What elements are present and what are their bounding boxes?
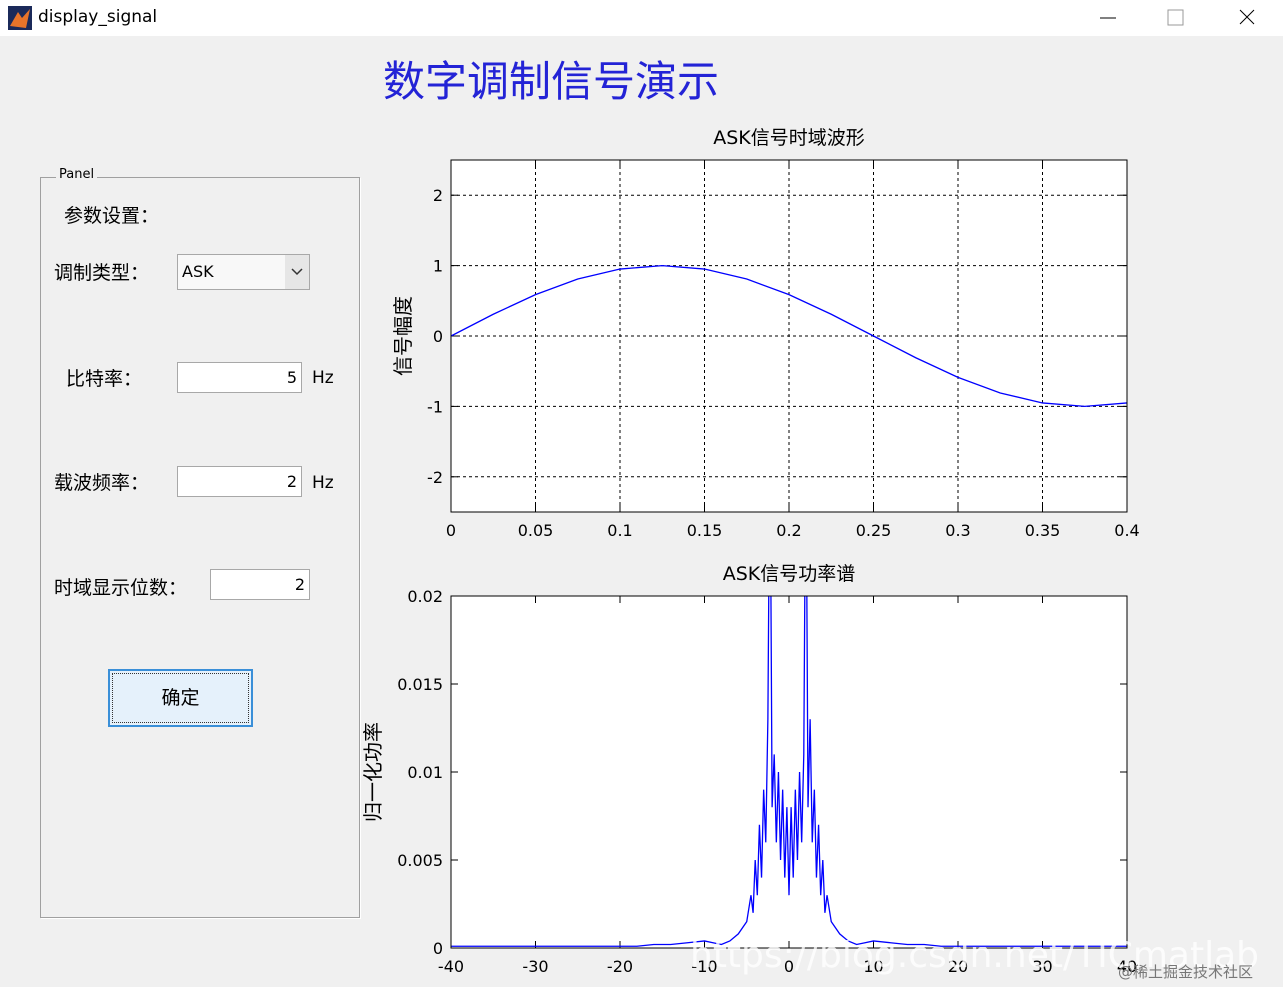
x-tick-label: -10: [691, 957, 717, 976]
series-group: [451, 264, 1127, 408]
y-tick-label: -2: [427, 468, 443, 487]
x-tick-label: 0.15: [687, 521, 723, 540]
y-tick-label: -1: [427, 397, 443, 416]
x-tick-label: 0: [784, 957, 794, 976]
x-tick-label: 10: [863, 957, 883, 976]
x-tick-label: 40: [1117, 957, 1137, 976]
chart-title: ASK信号时域波形: [713, 127, 865, 149]
panel-title: Panel: [56, 167, 98, 182]
title-bar: [0, 0, 1283, 36]
maximize-button[interactable]: [1167, 9, 1184, 26]
dropdown-arrow[interactable]: [285, 255, 309, 289]
bits-input[interactable]: 2: [210, 569, 310, 600]
panel-heading: 参数设置：: [64, 205, 160, 227]
y-tick-label: 0: [433, 939, 443, 958]
bitrate-input[interactable]: 5: [177, 362, 302, 393]
y-tick-label: 0: [433, 327, 443, 346]
y-axis-label: 信号幅度: [391, 296, 415, 376]
y-tick-label: 0.005: [397, 851, 443, 870]
field-label: 时域显示位数：: [54, 577, 188, 599]
y-tick-label: 0.02: [407, 587, 443, 606]
unit-label: Hz: [312, 473, 334, 493]
x-tick-label: 0: [446, 521, 456, 540]
x-tick-label: 0.1: [607, 521, 632, 540]
unit-label: Hz: [312, 368, 334, 388]
window-controls[interactable]: [1090, 6, 1270, 30]
x-tick-label: 0.2: [776, 521, 801, 540]
x-tick-label: 0.05: [518, 521, 554, 540]
field-label: 调制类型：: [54, 262, 150, 284]
axes-frame: [450, 159, 1128, 513]
series-line: [451, 596, 1127, 947]
x-tick-label: 0.3: [945, 521, 970, 540]
app-icon: [8, 6, 32, 30]
carrier-input[interactable]: 2: [177, 466, 302, 497]
close-button[interactable]: [1239, 9, 1255, 25]
chart-title: ASK信号功率谱: [723, 563, 856, 585]
panel: [40, 177, 360, 918]
watermark: @稀土掘金技术社区: [1118, 963, 1254, 981]
heading: 数字调制信号演示: [383, 57, 720, 106]
x-tick-label: 30: [1032, 957, 1052, 976]
series-group: [451, 596, 1127, 947]
x-tick-label: -30: [522, 957, 548, 976]
field-label: 载波频率：: [54, 472, 150, 494]
window-title: display_signal: [38, 7, 158, 27]
x-tick-label: -20: [607, 957, 633, 976]
type-select[interactable]: ASK: [177, 254, 310, 290]
y-tick-label: 0.01: [407, 763, 443, 782]
y-axis-label: 归一化功率: [361, 722, 385, 822]
field-label: 比特率：: [66, 368, 143, 390]
select-value: ASK: [182, 262, 214, 281]
y-tick-label: 0.015: [397, 675, 443, 694]
x-tick-label: 20: [948, 957, 968, 976]
axes-frame: [450, 595, 1128, 949]
x-tick-label: -40: [438, 957, 464, 976]
confirm-button[interactable]: 确定: [108, 669, 253, 727]
x-tick-label: 0.25: [856, 521, 892, 540]
y-tick-label: 1: [433, 257, 443, 276]
x-tick-label: 0.4: [1114, 521, 1139, 540]
x-tick-label: 0.35: [1025, 521, 1061, 540]
y-tick-label: 2: [433, 186, 443, 205]
series-line: [451, 264, 1127, 408]
watermark: https://blog.csdn.net/TICmatlab: [690, 935, 1259, 976]
